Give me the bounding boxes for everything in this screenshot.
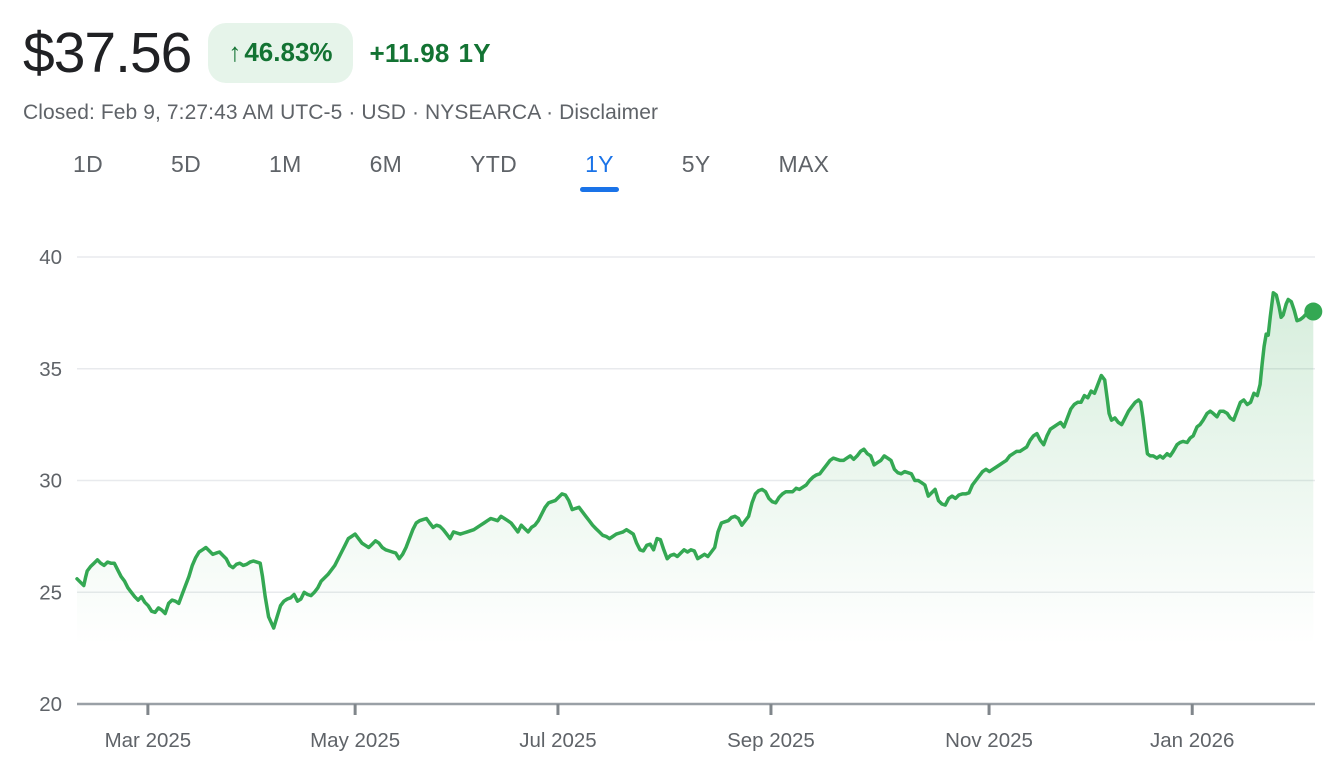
change-period: 1Y bbox=[458, 37, 491, 68]
status-line: Closed: Feb 9, 7:27:43 AM UTC-5 · USD · … bbox=[23, 101, 1342, 125]
x-axis-label: Jul 2025 bbox=[519, 729, 597, 752]
tab-5y[interactable]: 5Y bbox=[682, 152, 711, 192]
price-line bbox=[75, 291, 1316, 630]
stock-header: $37.56 ↑ 46.83% +11.98 1Y Closed: Feb 9,… bbox=[0, 0, 1342, 192]
change-percent: 46.83% bbox=[244, 37, 333, 68]
y-axis-label: 25 bbox=[39, 581, 62, 604]
y-axis-label: 40 bbox=[39, 246, 62, 269]
market-status-text: Closed: Feb 9, 7:27:43 AM UTC-5 · USD · … bbox=[23, 101, 560, 124]
tab-6m[interactable]: 6M bbox=[370, 152, 403, 192]
x-axis-label: May 2025 bbox=[310, 729, 400, 752]
change-absolute: +11.98 bbox=[369, 37, 450, 68]
time-range-tabs: 1D 5D 1M 6M YTD 1Y 5Y MAX bbox=[73, 152, 1342, 192]
disclaimer-link[interactable]: Disclaimer bbox=[559, 101, 659, 124]
tab-5d[interactable]: 5D bbox=[171, 152, 201, 192]
x-axis-label: Sep 2025 bbox=[727, 729, 815, 752]
tab-1y[interactable]: 1Y bbox=[580, 152, 619, 192]
tab-1d[interactable]: 1D bbox=[73, 152, 103, 192]
y-axis-label: 20 bbox=[39, 693, 62, 716]
y-axis-label: 35 bbox=[39, 358, 62, 381]
change-absolute-group: +11.98 1Y bbox=[370, 38, 491, 69]
endpoint-dot bbox=[1304, 302, 1323, 321]
x-axis-label: Jan 2026 bbox=[1150, 729, 1234, 752]
tab-max[interactable]: MAX bbox=[779, 152, 830, 192]
change-percent-badge: ↑ 46.83% bbox=[208, 23, 353, 83]
tab-1m[interactable]: 1M bbox=[269, 152, 302, 192]
price-area-fill bbox=[77, 292, 1314, 645]
y-axis-label: 30 bbox=[39, 470, 62, 493]
price-row: $37.56 ↑ 46.83% +11.98 1Y bbox=[23, 22, 1342, 84]
x-axis-label: Nov 2025 bbox=[945, 729, 1033, 752]
x-axis-label: Mar 2025 bbox=[105, 729, 192, 752]
up-arrow-icon: ↑ bbox=[228, 37, 242, 68]
tab-ytd[interactable]: YTD bbox=[470, 152, 517, 192]
stock-price: $37.56 bbox=[23, 21, 192, 85]
